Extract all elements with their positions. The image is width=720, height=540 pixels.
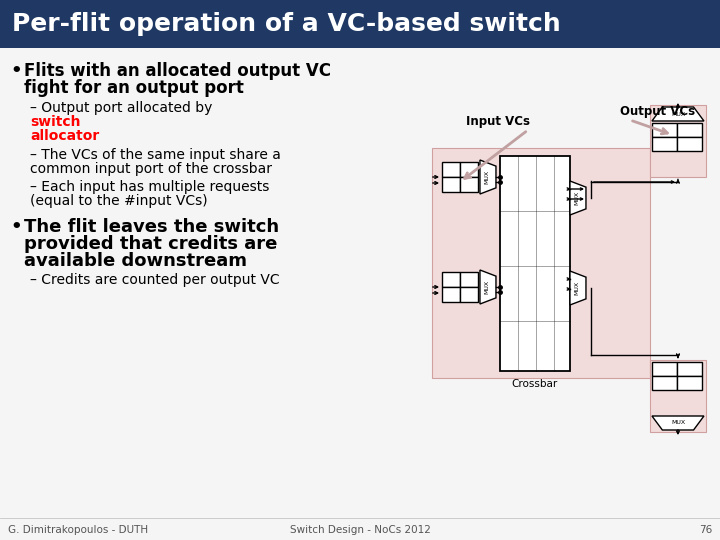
Text: MUX: MUX bbox=[671, 111, 685, 117]
Text: – The VCs of the same input share a: – The VCs of the same input share a bbox=[30, 148, 281, 162]
Text: MUX: MUX bbox=[574, 191, 579, 205]
Text: common input port of the crossbar: common input port of the crossbar bbox=[30, 162, 272, 176]
Text: – Output port allocated by: – Output port allocated by bbox=[30, 101, 217, 115]
Bar bbox=[652, 376, 677, 390]
Bar bbox=[650, 360, 706, 432]
Bar bbox=[677, 137, 702, 151]
Polygon shape bbox=[480, 160, 496, 194]
Polygon shape bbox=[570, 181, 586, 215]
Text: – Credits are counted per output VC: – Credits are counted per output VC bbox=[30, 273, 279, 287]
Text: (equal to the #input VCs): (equal to the #input VCs) bbox=[30, 194, 207, 208]
Polygon shape bbox=[652, 416, 704, 430]
Polygon shape bbox=[570, 271, 586, 305]
Text: available downstream: available downstream bbox=[24, 252, 247, 270]
Bar bbox=[650, 105, 706, 177]
Text: Flits with an allocated output VC: Flits with an allocated output VC bbox=[24, 62, 331, 80]
Text: MUX: MUX bbox=[671, 421, 685, 426]
Text: The flit leaves the switch: The flit leaves the switch bbox=[24, 218, 279, 236]
Bar bbox=[0, 0, 720, 48]
Bar bbox=[460, 272, 478, 287]
Text: MUX: MUX bbox=[484, 280, 489, 294]
Bar bbox=[442, 162, 460, 177]
Bar bbox=[460, 287, 478, 302]
Text: Switch Design - NoCs 2012: Switch Design - NoCs 2012 bbox=[289, 525, 431, 535]
Bar bbox=[652, 123, 677, 137]
Text: provided that credits are: provided that credits are bbox=[24, 235, 277, 253]
Text: MUX: MUX bbox=[484, 170, 489, 184]
Bar bbox=[677, 362, 702, 376]
Text: allocator: allocator bbox=[30, 129, 99, 143]
Text: 76: 76 bbox=[698, 525, 712, 535]
Text: Input VCs: Input VCs bbox=[466, 115, 530, 128]
Bar bbox=[432, 148, 650, 378]
Bar bbox=[500, 156, 570, 371]
Text: Output VCs: Output VCs bbox=[620, 105, 695, 118]
Bar bbox=[460, 177, 478, 192]
Bar bbox=[460, 162, 478, 177]
Text: •: • bbox=[10, 218, 22, 236]
Bar bbox=[677, 376, 702, 390]
Bar bbox=[442, 177, 460, 192]
Text: – Each input has multiple requests: – Each input has multiple requests bbox=[30, 180, 269, 194]
Text: fight for an output port: fight for an output port bbox=[24, 79, 244, 97]
Text: •: • bbox=[10, 62, 22, 80]
Bar bbox=[652, 137, 677, 151]
Bar bbox=[442, 272, 460, 287]
Bar bbox=[442, 287, 460, 302]
Text: Per-flit operation of a VC-based switch: Per-flit operation of a VC-based switch bbox=[12, 12, 561, 36]
Polygon shape bbox=[652, 107, 704, 121]
Text: MUX: MUX bbox=[574, 281, 579, 295]
Text: Crossbar: Crossbar bbox=[512, 379, 558, 389]
Polygon shape bbox=[480, 270, 496, 304]
Text: switch: switch bbox=[30, 115, 81, 129]
Bar bbox=[652, 362, 677, 376]
Bar bbox=[677, 123, 702, 137]
Text: G. Dimitrakopoulos - DUTH: G. Dimitrakopoulos - DUTH bbox=[8, 525, 148, 535]
